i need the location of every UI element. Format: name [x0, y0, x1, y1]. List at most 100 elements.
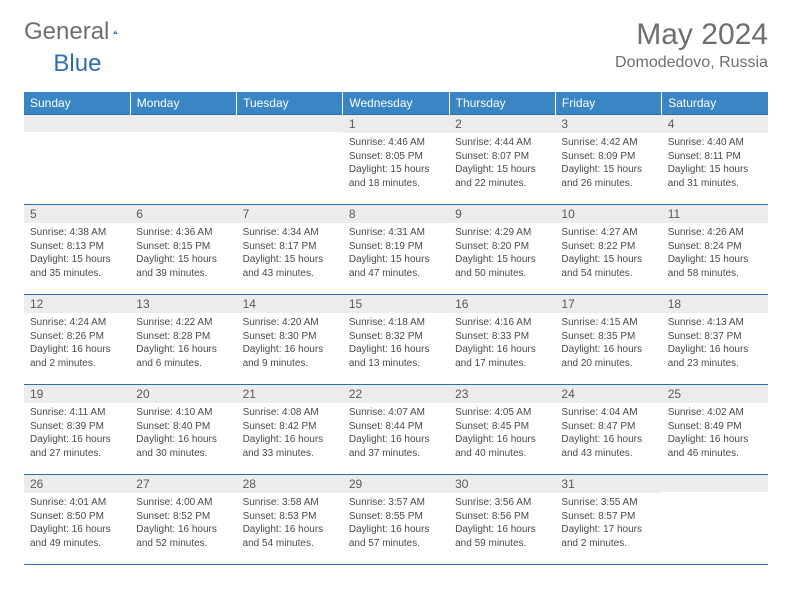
- sunset-text: Sunset: 8:57 PM: [561, 510, 655, 524]
- sunrise-text: Sunrise: 4:01 AM: [30, 496, 124, 510]
- sunrise-text: Sunrise: 4:29 AM: [455, 226, 549, 240]
- date-number: 24: [555, 385, 661, 403]
- daylight-text: Daylight: 16 hours and 37 minutes.: [349, 433, 443, 460]
- sunrise-text: Sunrise: 4:40 AM: [668, 136, 762, 150]
- sunset-text: Sunset: 8:37 PM: [668, 330, 762, 344]
- day-details: Sunrise: 4:08 AMSunset: 8:42 PMDaylight:…: [237, 403, 343, 466]
- daylight-text: Daylight: 15 hours and 39 minutes.: [136, 253, 230, 280]
- date-number: 28: [237, 475, 343, 493]
- day-details: Sunrise: 4:11 AMSunset: 8:39 PMDaylight:…: [24, 403, 130, 466]
- date-number: [237, 115, 343, 132]
- daylight-text: Daylight: 16 hours and 54 minutes.: [243, 523, 337, 550]
- sunrise-text: Sunrise: 4:11 AM: [30, 406, 124, 420]
- sunset-text: Sunset: 8:42 PM: [243, 420, 337, 434]
- daylight-text: Daylight: 16 hours and 9 minutes.: [243, 343, 337, 370]
- sunset-text: Sunset: 8:19 PM: [349, 240, 443, 254]
- sunrise-text: Sunrise: 4:07 AM: [349, 406, 443, 420]
- calendar-row: 12Sunrise: 4:24 AMSunset: 8:26 PMDayligh…: [24, 295, 768, 385]
- date-number: 2: [449, 115, 555, 133]
- daylight-text: Daylight: 16 hours and 52 minutes.: [136, 523, 230, 550]
- calendar-cell: 9Sunrise: 4:29 AMSunset: 8:20 PMDaylight…: [449, 205, 555, 295]
- date-number: 13: [130, 295, 236, 313]
- calendar-cell: 31Sunrise: 3:55 AMSunset: 8:57 PMDayligh…: [555, 475, 661, 565]
- day-details: Sunrise: 4:20 AMSunset: 8:30 PMDaylight:…: [237, 313, 343, 376]
- date-number: 3: [555, 115, 661, 133]
- sunset-text: Sunset: 8:30 PM: [243, 330, 337, 344]
- calendar-cell: 15Sunrise: 4:18 AMSunset: 8:32 PMDayligh…: [343, 295, 449, 385]
- calendar-cell: 30Sunrise: 3:56 AMSunset: 8:56 PMDayligh…: [449, 475, 555, 565]
- weekday-header-row: Sunday Monday Tuesday Wednesday Thursday…: [24, 92, 768, 115]
- daylight-text: Daylight: 15 hours and 26 minutes.: [561, 163, 655, 190]
- sunrise-text: Sunrise: 4:46 AM: [349, 136, 443, 150]
- day-details: Sunrise: 4:46 AMSunset: 8:05 PMDaylight:…: [343, 133, 449, 196]
- day-details: Sunrise: 4:38 AMSunset: 8:13 PMDaylight:…: [24, 223, 130, 286]
- day-details: Sunrise: 4:02 AMSunset: 8:49 PMDaylight:…: [662, 403, 768, 466]
- date-number: 18: [662, 295, 768, 313]
- calendar-cell: 14Sunrise: 4:20 AMSunset: 8:30 PMDayligh…: [237, 295, 343, 385]
- sunset-text: Sunset: 8:50 PM: [30, 510, 124, 524]
- logo-text-blue: Blue: [53, 50, 101, 78]
- date-number: 15: [343, 295, 449, 313]
- sunrise-text: Sunrise: 4:15 AM: [561, 316, 655, 330]
- sunset-text: Sunset: 8:07 PM: [455, 150, 549, 164]
- calendar-cell: 20Sunrise: 4:10 AMSunset: 8:40 PMDayligh…: [130, 385, 236, 475]
- day-details: Sunrise: 3:58 AMSunset: 8:53 PMDaylight:…: [237, 493, 343, 556]
- weekday-header: Thursday: [449, 92, 555, 115]
- month-title: May 2024: [615, 18, 768, 52]
- calendar-cell: 1Sunrise: 4:46 AMSunset: 8:05 PMDaylight…: [343, 115, 449, 205]
- calendar-cell: 25Sunrise: 4:02 AMSunset: 8:49 PMDayligh…: [662, 385, 768, 475]
- daylight-text: Daylight: 16 hours and 40 minutes.: [455, 433, 549, 460]
- calendar-cell: 26Sunrise: 4:01 AMSunset: 8:50 PMDayligh…: [24, 475, 130, 565]
- date-number: 19: [24, 385, 130, 403]
- date-number: 31: [555, 475, 661, 493]
- date-number: 20: [130, 385, 236, 403]
- calendar-cell: 21Sunrise: 4:08 AMSunset: 8:42 PMDayligh…: [237, 385, 343, 475]
- calendar-cell: 28Sunrise: 3:58 AMSunset: 8:53 PMDayligh…: [237, 475, 343, 565]
- calendar-grid: Sunday Monday Tuesday Wednesday Thursday…: [24, 92, 768, 565]
- sunrise-text: Sunrise: 4:02 AM: [668, 406, 762, 420]
- day-details: Sunrise: 4:13 AMSunset: 8:37 PMDaylight:…: [662, 313, 768, 376]
- day-details: Sunrise: 4:42 AMSunset: 8:09 PMDaylight:…: [555, 133, 661, 196]
- date-number: [662, 475, 768, 492]
- calendar-cell: 6Sunrise: 4:36 AMSunset: 8:15 PMDaylight…: [130, 205, 236, 295]
- daylight-text: Daylight: 16 hours and 46 minutes.: [668, 433, 762, 460]
- daylight-text: Daylight: 16 hours and 30 minutes.: [136, 433, 230, 460]
- date-number: 8: [343, 205, 449, 223]
- sunrise-text: Sunrise: 4:31 AM: [349, 226, 443, 240]
- date-number: 4: [662, 115, 768, 133]
- calendar-cell: 4Sunrise: 4:40 AMSunset: 8:11 PMDaylight…: [662, 115, 768, 205]
- sunrise-text: Sunrise: 4:27 AM: [561, 226, 655, 240]
- daylight-text: Daylight: 15 hours and 18 minutes.: [349, 163, 443, 190]
- date-number: 23: [449, 385, 555, 403]
- calendar-cell: 27Sunrise: 4:00 AMSunset: 8:52 PMDayligh…: [130, 475, 236, 565]
- date-number: 30: [449, 475, 555, 493]
- sunset-text: Sunset: 8:32 PM: [349, 330, 443, 344]
- date-number: 22: [343, 385, 449, 403]
- sunrise-text: Sunrise: 4:18 AM: [349, 316, 443, 330]
- daylight-text: Daylight: 15 hours and 54 minutes.: [561, 253, 655, 280]
- day-details: Sunrise: 4:10 AMSunset: 8:40 PMDaylight:…: [130, 403, 236, 466]
- calendar-cell: 24Sunrise: 4:04 AMSunset: 8:47 PMDayligh…: [555, 385, 661, 475]
- sunset-text: Sunset: 8:15 PM: [136, 240, 230, 254]
- day-details: Sunrise: 3:56 AMSunset: 8:56 PMDaylight:…: [449, 493, 555, 556]
- sunrise-text: Sunrise: 4:10 AM: [136, 406, 230, 420]
- calendar-cell: 8Sunrise: 4:31 AMSunset: 8:19 PMDaylight…: [343, 205, 449, 295]
- weekday-header: Friday: [555, 92, 661, 115]
- date-number: 9: [449, 205, 555, 223]
- daylight-text: Daylight: 15 hours and 35 minutes.: [30, 253, 124, 280]
- logo: General: [24, 18, 141, 46]
- sunset-text: Sunset: 8:56 PM: [455, 510, 549, 524]
- sunrise-text: Sunrise: 3:58 AM: [243, 496, 337, 510]
- sunset-text: Sunset: 8:39 PM: [30, 420, 124, 434]
- logo-sail-icon: [113, 21, 118, 43]
- date-number: 10: [555, 205, 661, 223]
- calendar-cell: 5Sunrise: 4:38 AMSunset: 8:13 PMDaylight…: [24, 205, 130, 295]
- sunrise-text: Sunrise: 4:36 AM: [136, 226, 230, 240]
- sunset-text: Sunset: 8:22 PM: [561, 240, 655, 254]
- sunset-text: Sunset: 8:09 PM: [561, 150, 655, 164]
- day-details: Sunrise: 4:34 AMSunset: 8:17 PMDaylight:…: [237, 223, 343, 286]
- sunrise-text: Sunrise: 3:57 AM: [349, 496, 443, 510]
- weekday-header: Sunday: [24, 92, 130, 115]
- daylight-text: Daylight: 15 hours and 50 minutes.: [455, 253, 549, 280]
- day-details: Sunrise: 4:27 AMSunset: 8:22 PMDaylight:…: [555, 223, 661, 286]
